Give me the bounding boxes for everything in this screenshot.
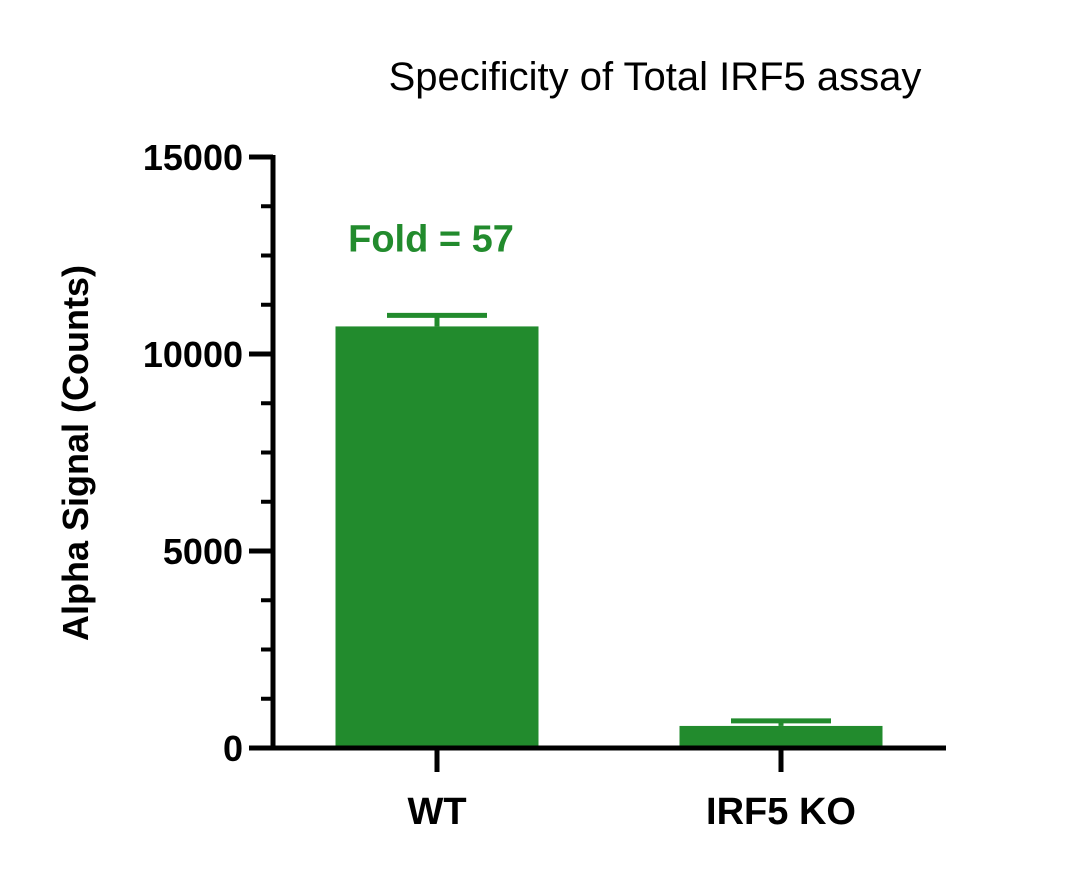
bars-layer (335, 326, 883, 748)
y-tick-label: 5000 (163, 531, 243, 572)
x-tick-label: WT (407, 791, 466, 833)
axes-layer: 0 5000 10000 15000 WT IRF5 KO (143, 137, 946, 833)
y-axis-label: Alpha Signal (Counts) (55, 265, 96, 641)
y-tick-label: 10000 (143, 334, 243, 375)
chart-title: Specificity of Total IRF5 assay (389, 55, 922, 99)
bar-0 (335, 326, 539, 748)
error-bars-layer (387, 312, 831, 726)
x-tick-label: IRF5 KO (706, 791, 856, 833)
fold-annotation: Fold = 57 (348, 219, 514, 261)
bar-1 (679, 725, 883, 748)
y-tick-label: 0 (223, 728, 243, 769)
y-tick-label: 15000 (143, 137, 243, 178)
